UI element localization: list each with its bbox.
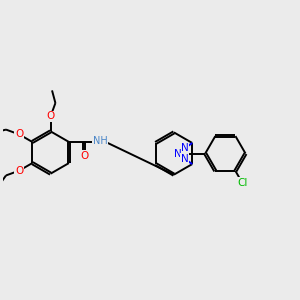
Text: N: N xyxy=(174,148,182,158)
Text: Cl: Cl xyxy=(237,178,247,188)
Text: N: N xyxy=(181,154,189,164)
Text: N: N xyxy=(181,143,189,153)
Text: O: O xyxy=(80,151,88,161)
Text: O: O xyxy=(46,111,55,121)
Text: NH: NH xyxy=(93,136,107,146)
Text: O: O xyxy=(15,166,23,176)
Text: O: O xyxy=(15,129,23,140)
